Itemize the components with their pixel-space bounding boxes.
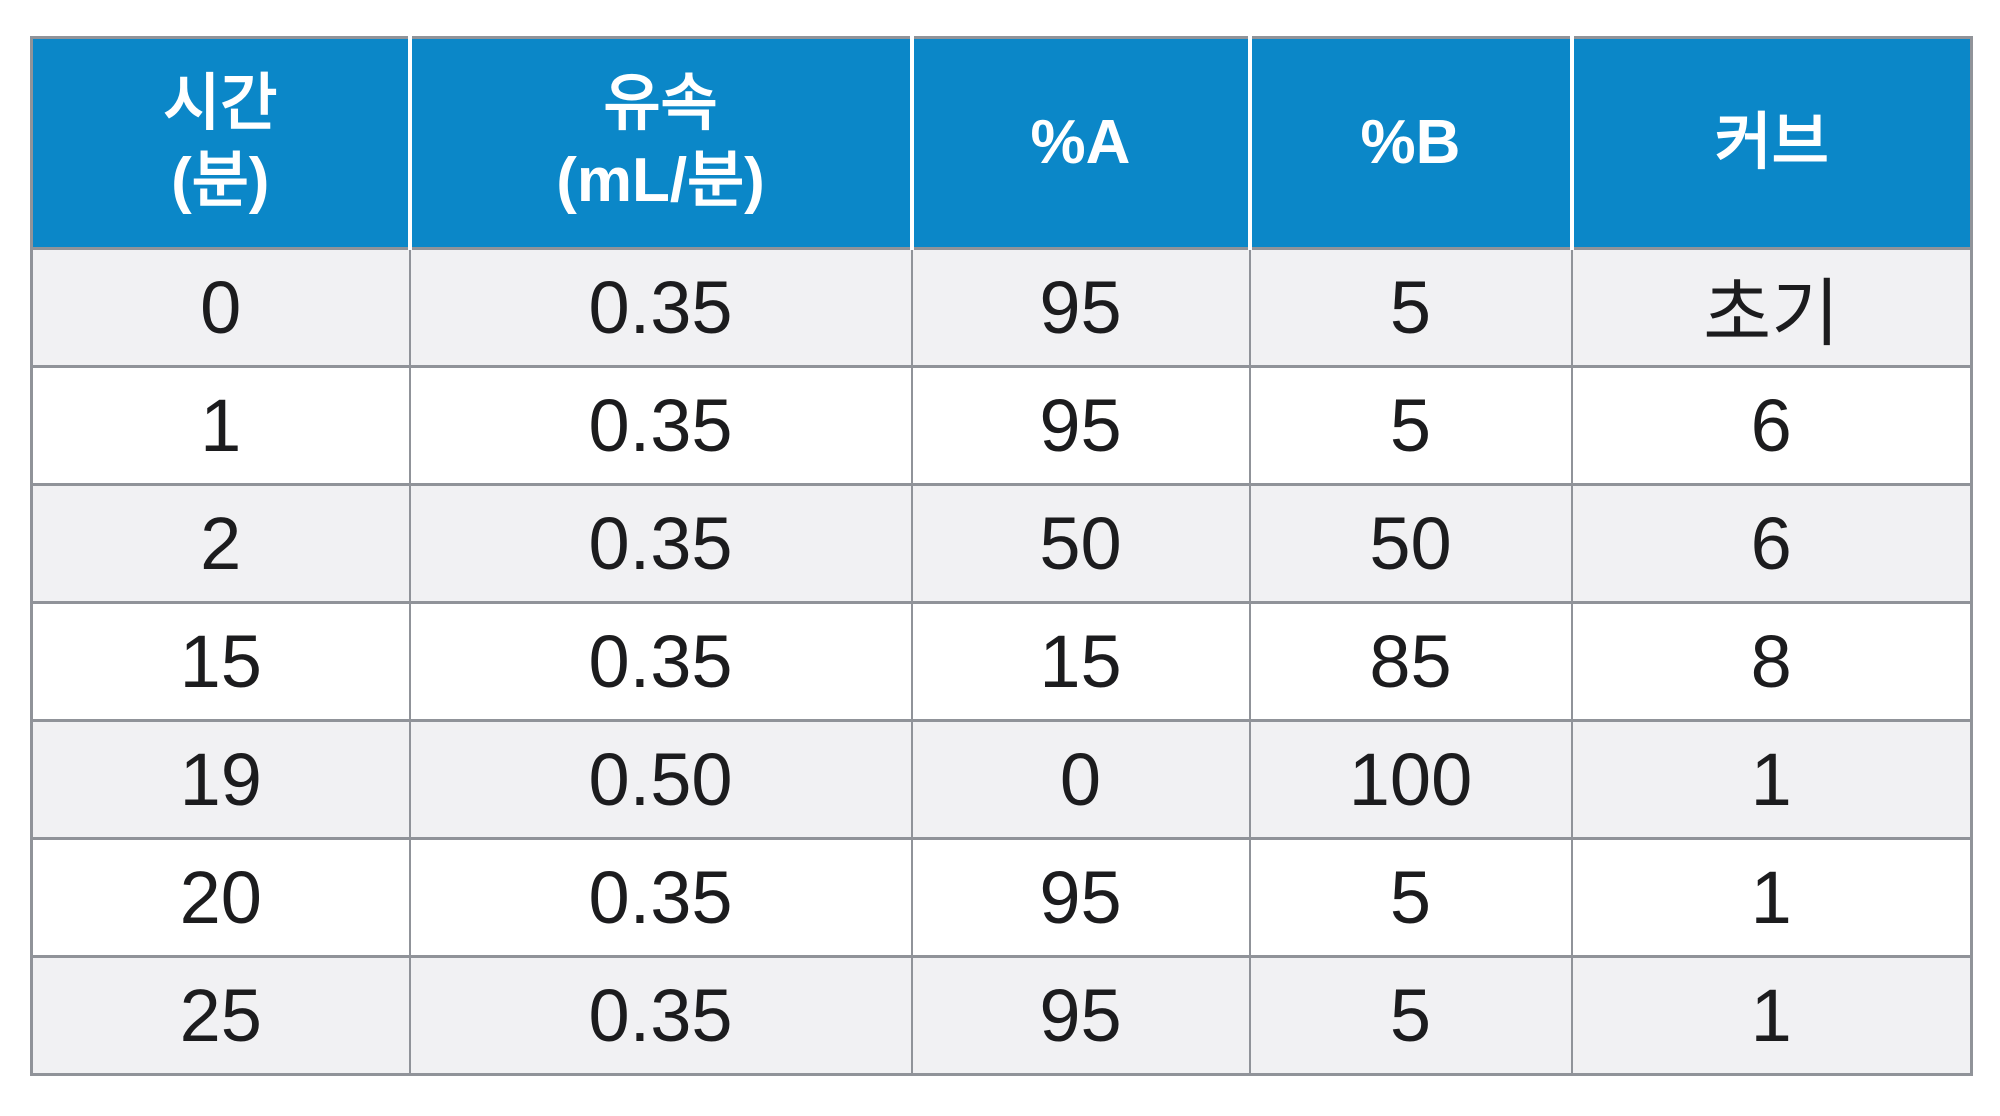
cell-time: 0 — [30, 247, 411, 368]
cell-curve: 6 — [1570, 365, 1973, 486]
cell-flow-rate: 0.35 — [408, 247, 913, 368]
header-cell-flow-rate: 유속 (mL/분) — [409, 37, 914, 250]
cell-percent-b: 5 — [1248, 955, 1573, 1076]
table-row: 0 0.35 95 5 초기 — [30, 247, 1973, 368]
cell-curve: 8 — [1570, 601, 1973, 722]
cell-flow-rate: 0.35 — [408, 837, 913, 958]
cell-flow-rate: 0.35 — [408, 601, 913, 722]
cell-time: 19 — [30, 719, 411, 840]
cell-percent-a: 0 — [910, 719, 1251, 840]
gradient-method-table: 시간 (분) 유속 (mL/분) %A %B 커브 0 0.35 95 5 초기… — [30, 36, 1973, 1076]
cell-percent-b: 5 — [1248, 837, 1573, 958]
cell-time: 25 — [30, 955, 411, 1076]
cell-percent-a: 50 — [910, 483, 1251, 604]
table-row: 20 0.35 95 5 1 — [30, 837, 1973, 958]
cell-percent-a: 15 — [910, 601, 1251, 722]
cell-flow-rate: 0.35 — [408, 955, 913, 1076]
cell-percent-a: 95 — [910, 955, 1251, 1076]
cell-time: 2 — [30, 483, 411, 604]
cell-percent-b: 85 — [1248, 601, 1573, 722]
cell-percent-b: 100 — [1248, 719, 1573, 840]
table-row: 25 0.35 95 5 1 — [30, 955, 1973, 1076]
header-cell-time: 시간 (분) — [31, 37, 412, 250]
cell-curve: 1 — [1570, 719, 1973, 840]
cell-curve: 6 — [1570, 483, 1973, 604]
cell-time: 20 — [30, 837, 411, 958]
cell-percent-a: 95 — [910, 837, 1251, 958]
cell-curve: 1 — [1570, 837, 1973, 958]
cell-curve: 초기 — [1570, 247, 1973, 368]
table-row: 1 0.35 95 5 6 — [30, 365, 1973, 486]
cell-flow-rate: 0.35 — [408, 365, 913, 486]
table-row: 2 0.35 50 50 6 — [30, 483, 1973, 604]
header-cell-percent-a: %A — [911, 37, 1252, 250]
cell-curve: 1 — [1570, 955, 1973, 1076]
table-row: 19 0.50 0 100 1 — [30, 719, 1973, 840]
cell-flow-rate: 0.35 — [408, 483, 913, 604]
cell-percent-a: 95 — [910, 247, 1251, 368]
cell-percent-b: 5 — [1248, 365, 1573, 486]
cell-time: 1 — [30, 365, 411, 486]
table-header-row: 시간 (분) 유속 (mL/분) %A %B 커브 — [31, 37, 1973, 250]
cell-percent-b: 50 — [1248, 483, 1573, 604]
cell-time: 15 — [30, 601, 411, 722]
cell-percent-a: 95 — [910, 365, 1251, 486]
header-cell-curve: 커브 — [1571, 37, 1973, 250]
header-cell-percent-b: %B — [1249, 37, 1574, 250]
cell-flow-rate: 0.50 — [408, 719, 913, 840]
cell-percent-b: 5 — [1248, 247, 1573, 368]
table-row: 15 0.35 15 85 8 — [30, 601, 1973, 722]
